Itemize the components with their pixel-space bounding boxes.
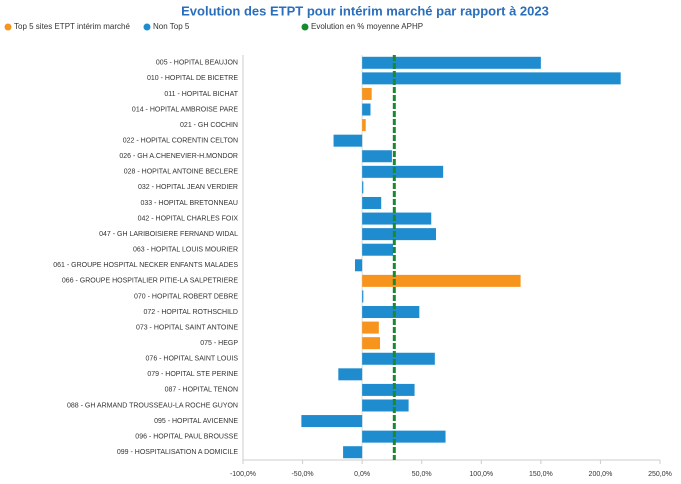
bar <box>362 196 382 209</box>
y-tick-label: 073 - HOPITAL SAINT ANTOINE <box>136 324 238 331</box>
chart-title: Evolution des ETPT pour intérim marché p… <box>181 3 549 18</box>
y-tick-label: 079 - HOPITAL STE PERINE <box>147 371 238 378</box>
bar <box>362 181 364 194</box>
y-tick-label: 063 - HOPITAL LOUIS MOURIER <box>133 247 238 254</box>
bar <box>362 306 420 319</box>
y-tick-label: 096 - HOPITAL PAUL BROUSSE <box>135 433 238 440</box>
y-tick-label: 095 - HOPITAL AVICENNE <box>154 418 238 425</box>
bar <box>362 87 372 100</box>
y-tick-label: 076 - HOPITAL SAINT LOUIS <box>146 356 239 363</box>
x-tick-label: -100,0% <box>230 471 256 478</box>
bar <box>362 274 521 287</box>
bar <box>362 383 415 396</box>
bar <box>362 290 364 303</box>
bar <box>354 259 363 272</box>
x-tick-label: 50,0% <box>412 471 432 478</box>
legend-swatch <box>301 23 309 31</box>
y-tick-label: 088 - GH ARMAND TROUSSEAU-LA ROCHE GUYON <box>67 402 238 409</box>
y-tick-label: 028 - HOPITAL ANTOINE BECLERE <box>124 169 239 176</box>
bar <box>362 150 392 163</box>
x-tick-label: 200,0% <box>589 471 613 478</box>
y-tick-label: 099 - HOSPITALISATION A DOMICILE <box>117 449 238 456</box>
bar <box>362 337 381 350</box>
bar <box>362 103 371 116</box>
bar <box>362 119 366 132</box>
legend-label: Evolution en % moyenne APHP <box>311 22 423 31</box>
y-tick-label: 005 - HOPITAL BEAUJON <box>156 60 238 67</box>
x-tick-label: -50,0% <box>291 471 313 478</box>
x-tick-label: 100,0% <box>469 471 493 478</box>
bar <box>362 228 437 241</box>
legend-swatch <box>143 23 151 31</box>
y-tick-label: 075 - HEGP <box>200 340 238 347</box>
bar <box>338 368 363 381</box>
y-tick-label: 042 - HOPITAL CHARLES FOIX <box>138 215 239 222</box>
y-tick-label: 010 - HOPITAL DE BICETRE <box>147 75 238 82</box>
x-tick-label: 0,0% <box>354 471 370 478</box>
bar <box>301 415 363 428</box>
bar <box>362 243 394 256</box>
y-tick-label: 087 - HOPITAL TENON <box>165 387 238 394</box>
x-tick-label: 250,0% <box>648 471 672 478</box>
y-tick-label: 072 - HOPITAL ROTHSCHILD <box>143 309 238 316</box>
bar <box>362 212 432 225</box>
x-tick-label: 150,0% <box>529 471 553 478</box>
legend-swatch <box>4 23 12 31</box>
legend-label: Top 5 sites ETPT intérim marché <box>14 22 130 31</box>
y-tick-label: 032 - HOPITAL JEAN VERDIER <box>138 184 238 191</box>
bar <box>362 56 541 69</box>
bar <box>362 321 379 334</box>
bar <box>362 430 446 443</box>
bar <box>362 352 435 365</box>
y-tick-label: 011 - HOPITAL BICHAT <box>164 91 238 98</box>
y-tick-label: 022 - HOPITAL CORENTIN CELTON <box>123 138 238 145</box>
bar <box>362 72 621 85</box>
y-tick-label: 026 - GH A.CHENEVIER-H.MONDOR <box>119 153 238 160</box>
bar <box>333 134 363 147</box>
legend-label: Non Top 5 <box>153 22 190 31</box>
y-tick-label: 021 - GH COCHIN <box>180 122 238 129</box>
y-tick-label: 061 - GROUPE HOSPITAL NECKER ENFANTS MAL… <box>53 262 238 269</box>
y-tick-label: 066 - GROUPE HOSPITALIER PITIE-LA SALPET… <box>62 278 238 285</box>
y-tick-label: 014 - HOPITAL AMBROISE PARE <box>132 106 238 113</box>
bar <box>362 399 409 412</box>
bar <box>362 165 444 178</box>
y-tick-label: 033 - HOPITAL BRETONNEAU <box>140 200 238 207</box>
y-tick-label: 070 - HOPITAL ROBERT DEBRE <box>134 293 238 300</box>
y-tick-label: 047 - GH LARIBOISIERE FERNAND WIDAL <box>99 231 238 238</box>
bar <box>343 446 363 459</box>
